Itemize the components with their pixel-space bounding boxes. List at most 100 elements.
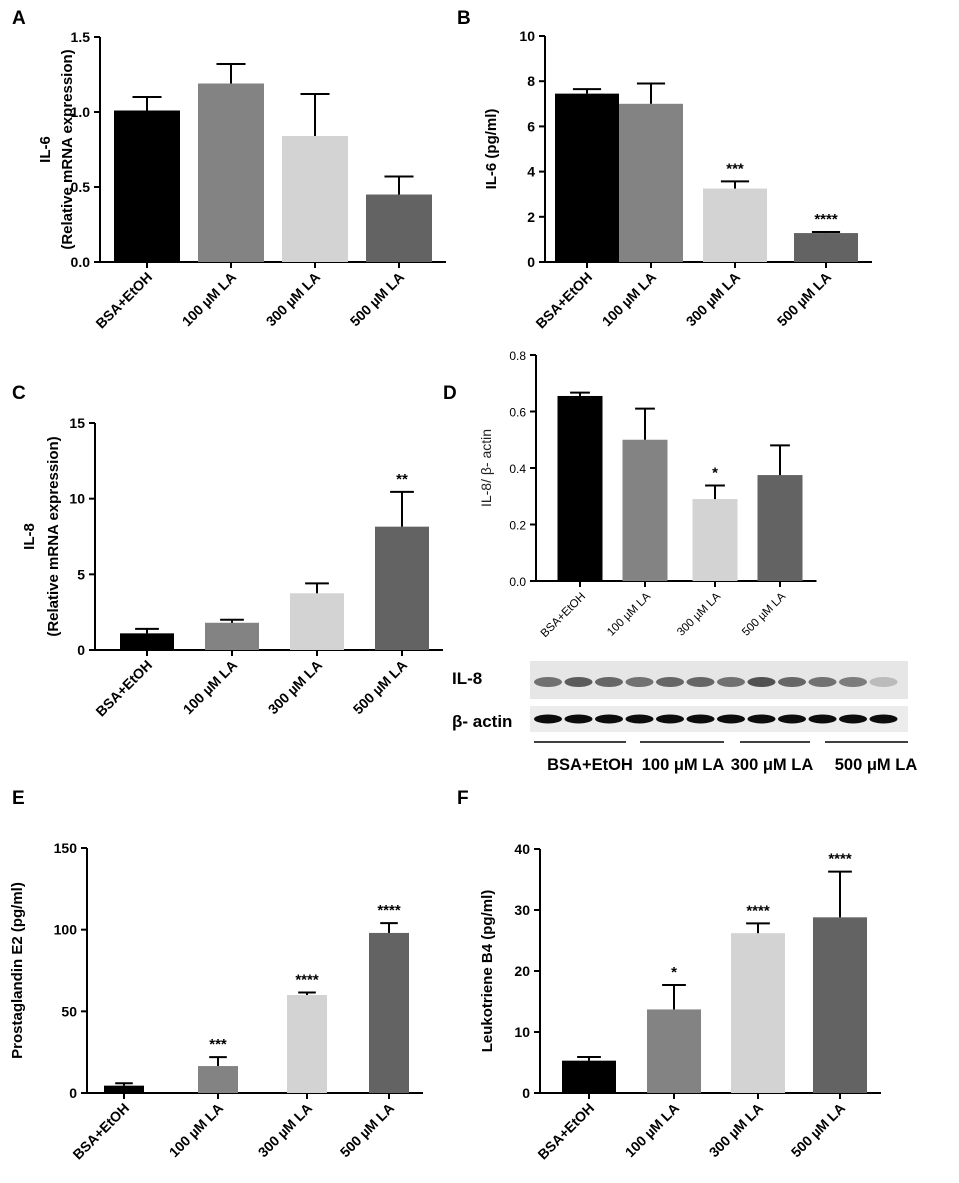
blot-band-il8	[534, 677, 562, 687]
panel-letter: A	[12, 8, 26, 29]
blot-band-il8	[778, 677, 806, 687]
category-label: 500 µM LA	[337, 1100, 397, 1160]
blot-band-il8	[839, 677, 867, 687]
bar	[287, 995, 327, 1093]
chart-panel-C: C 0 5 10 15 IL-8 (Relative mRNA expression) BSA…	[12, 383, 443, 720]
category-label: BSA+EtOH	[69, 1100, 132, 1163]
y-tick-label: 2	[527, 209, 535, 225]
bar	[198, 1066, 238, 1093]
category-label: BSA+EtOH	[92, 269, 155, 332]
y-tick-label: 8	[527, 73, 535, 89]
y-tick-label: 0	[69, 1085, 77, 1101]
category-label: 300 µM LA	[706, 1100, 766, 1160]
significance-label: **	[396, 471, 408, 488]
y-tick-label: 0	[522, 1085, 530, 1101]
bar	[619, 103, 683, 262]
y-axis-title: Prostaglandin E2 (pg/ml)	[9, 882, 26, 1059]
bar	[622, 439, 668, 581]
panel-letter: D	[443, 383, 457, 404]
blot-band-actin	[717, 714, 745, 724]
y-axis-title: Leukotriene B4 (pg/ml)	[479, 890, 496, 1053]
bar	[205, 622, 259, 650]
bar	[114, 110, 180, 262]
panel-letter: B	[457, 8, 471, 29]
significance-label: ****	[295, 972, 319, 989]
y-axis-title: IL-8/ β- actin	[478, 429, 494, 507]
chart-panel-B: B 0 2 4 6 8 10 IL-6 (pg/ml) BSA+EtOH 100 µM LA ***…	[457, 8, 872, 332]
y-tick-label: 30	[514, 902, 530, 918]
category-label: BSA+EtOH	[92, 657, 155, 720]
significance-label: ****	[377, 902, 401, 919]
category-label: 100 µM LA	[599, 269, 659, 329]
blot-band-actin	[747, 714, 776, 724]
chart-panel-E: E 0 50 100 150 Prostaglandin E2 (pg/ml) BSA+Et…	[9, 788, 423, 1163]
bar	[120, 633, 174, 650]
blot-band-il8	[564, 677, 593, 687]
bar	[813, 917, 867, 1093]
significance-label: ****	[814, 211, 838, 228]
category-label: 100 µM LA	[605, 590, 653, 638]
chart-panel-F: F 0 10 20 30 40 Leukotriene B4 (pg/ml) BSA+EtOH…	[457, 788, 881, 1163]
bar	[794, 233, 858, 262]
y-tick-label: 0	[77, 642, 85, 658]
western-blot: IL-8 β- actin BSA+EtOH 100 μM LA 300 μM LA 50…	[452, 661, 917, 774]
y-axis-title: IL-6 (pg/ml)	[483, 109, 500, 190]
significance-label: *	[712, 465, 718, 482]
y-axis-title-line2: (Relative mRNA expression)	[45, 436, 62, 636]
blot-band-il8	[625, 677, 654, 687]
y-tick-label: 0.6	[509, 406, 526, 420]
y-tick-label: 0.4	[509, 462, 526, 476]
blot-row-label: β- actin	[452, 712, 512, 731]
blot-band-actin	[778, 714, 806, 724]
blot-band-actin	[595, 714, 623, 724]
y-tick-label: 1.0	[71, 104, 91, 120]
blot-group-label: 100 μM LA	[642, 756, 725, 774]
y-axis-title-line2: (Relative mRNA expression)	[59, 49, 76, 249]
blot-row-label: IL-8	[452, 669, 482, 688]
significance-label: *	[671, 964, 677, 981]
bar	[104, 1085, 144, 1093]
category-label: BSA+EtOH	[532, 269, 595, 332]
y-axis-title: IL-8	[21, 523, 38, 550]
bar	[366, 194, 432, 262]
blot-group-label: BSA+EtOH	[547, 756, 633, 774]
blot-band-actin	[656, 714, 684, 724]
bar	[703, 188, 767, 262]
panel-letter: C	[12, 383, 26, 404]
y-tick-label: 150	[54, 840, 78, 856]
y-tick-label: 20	[514, 963, 530, 979]
blot-band-actin	[564, 714, 593, 724]
bar	[290, 593, 344, 650]
category-label: 300 µM LA	[265, 657, 325, 717]
blot-band-il8	[869, 677, 898, 687]
bar	[692, 499, 738, 581]
y-tick-label: 6	[527, 118, 535, 134]
y-tick-label: 100	[54, 922, 78, 938]
bar	[198, 83, 264, 262]
bar	[731, 933, 785, 1093]
category-label: 500 µM LA	[347, 269, 407, 329]
chart-panel-D: D 0.0 0.2 0.4 0.6 0.8 IL-8/ β- actin BSA+EtOH 10…	[443, 349, 817, 640]
blot-band-actin	[869, 714, 898, 724]
panel-letter: E	[12, 788, 25, 809]
bar	[562, 1060, 616, 1093]
y-tick-label: 0.8	[509, 349, 526, 363]
bar	[369, 932, 409, 1093]
category-label: 300 µM LA	[683, 269, 743, 329]
blot-band-actin	[839, 714, 867, 724]
category-label: 100 µM LA	[166, 1100, 226, 1160]
y-tick-label: 1.5	[71, 29, 91, 45]
category-label: 500 µM LA	[774, 269, 834, 329]
category-label: BSA+EtOH	[539, 591, 588, 640]
y-tick-label: 10	[69, 491, 85, 507]
y-tick-label: 10	[519, 28, 535, 44]
y-tick-label: 0	[527, 254, 535, 270]
category-label: BSA+EtOH	[534, 1100, 597, 1163]
bar	[647, 1009, 701, 1093]
blot-band-il8	[747, 677, 776, 687]
y-tick-label: 0.2	[509, 519, 526, 533]
category-label: 500 µM LA	[740, 590, 788, 638]
significance-label: ****	[828, 851, 852, 868]
blot-group-label: 500 μM LA	[835, 756, 918, 774]
